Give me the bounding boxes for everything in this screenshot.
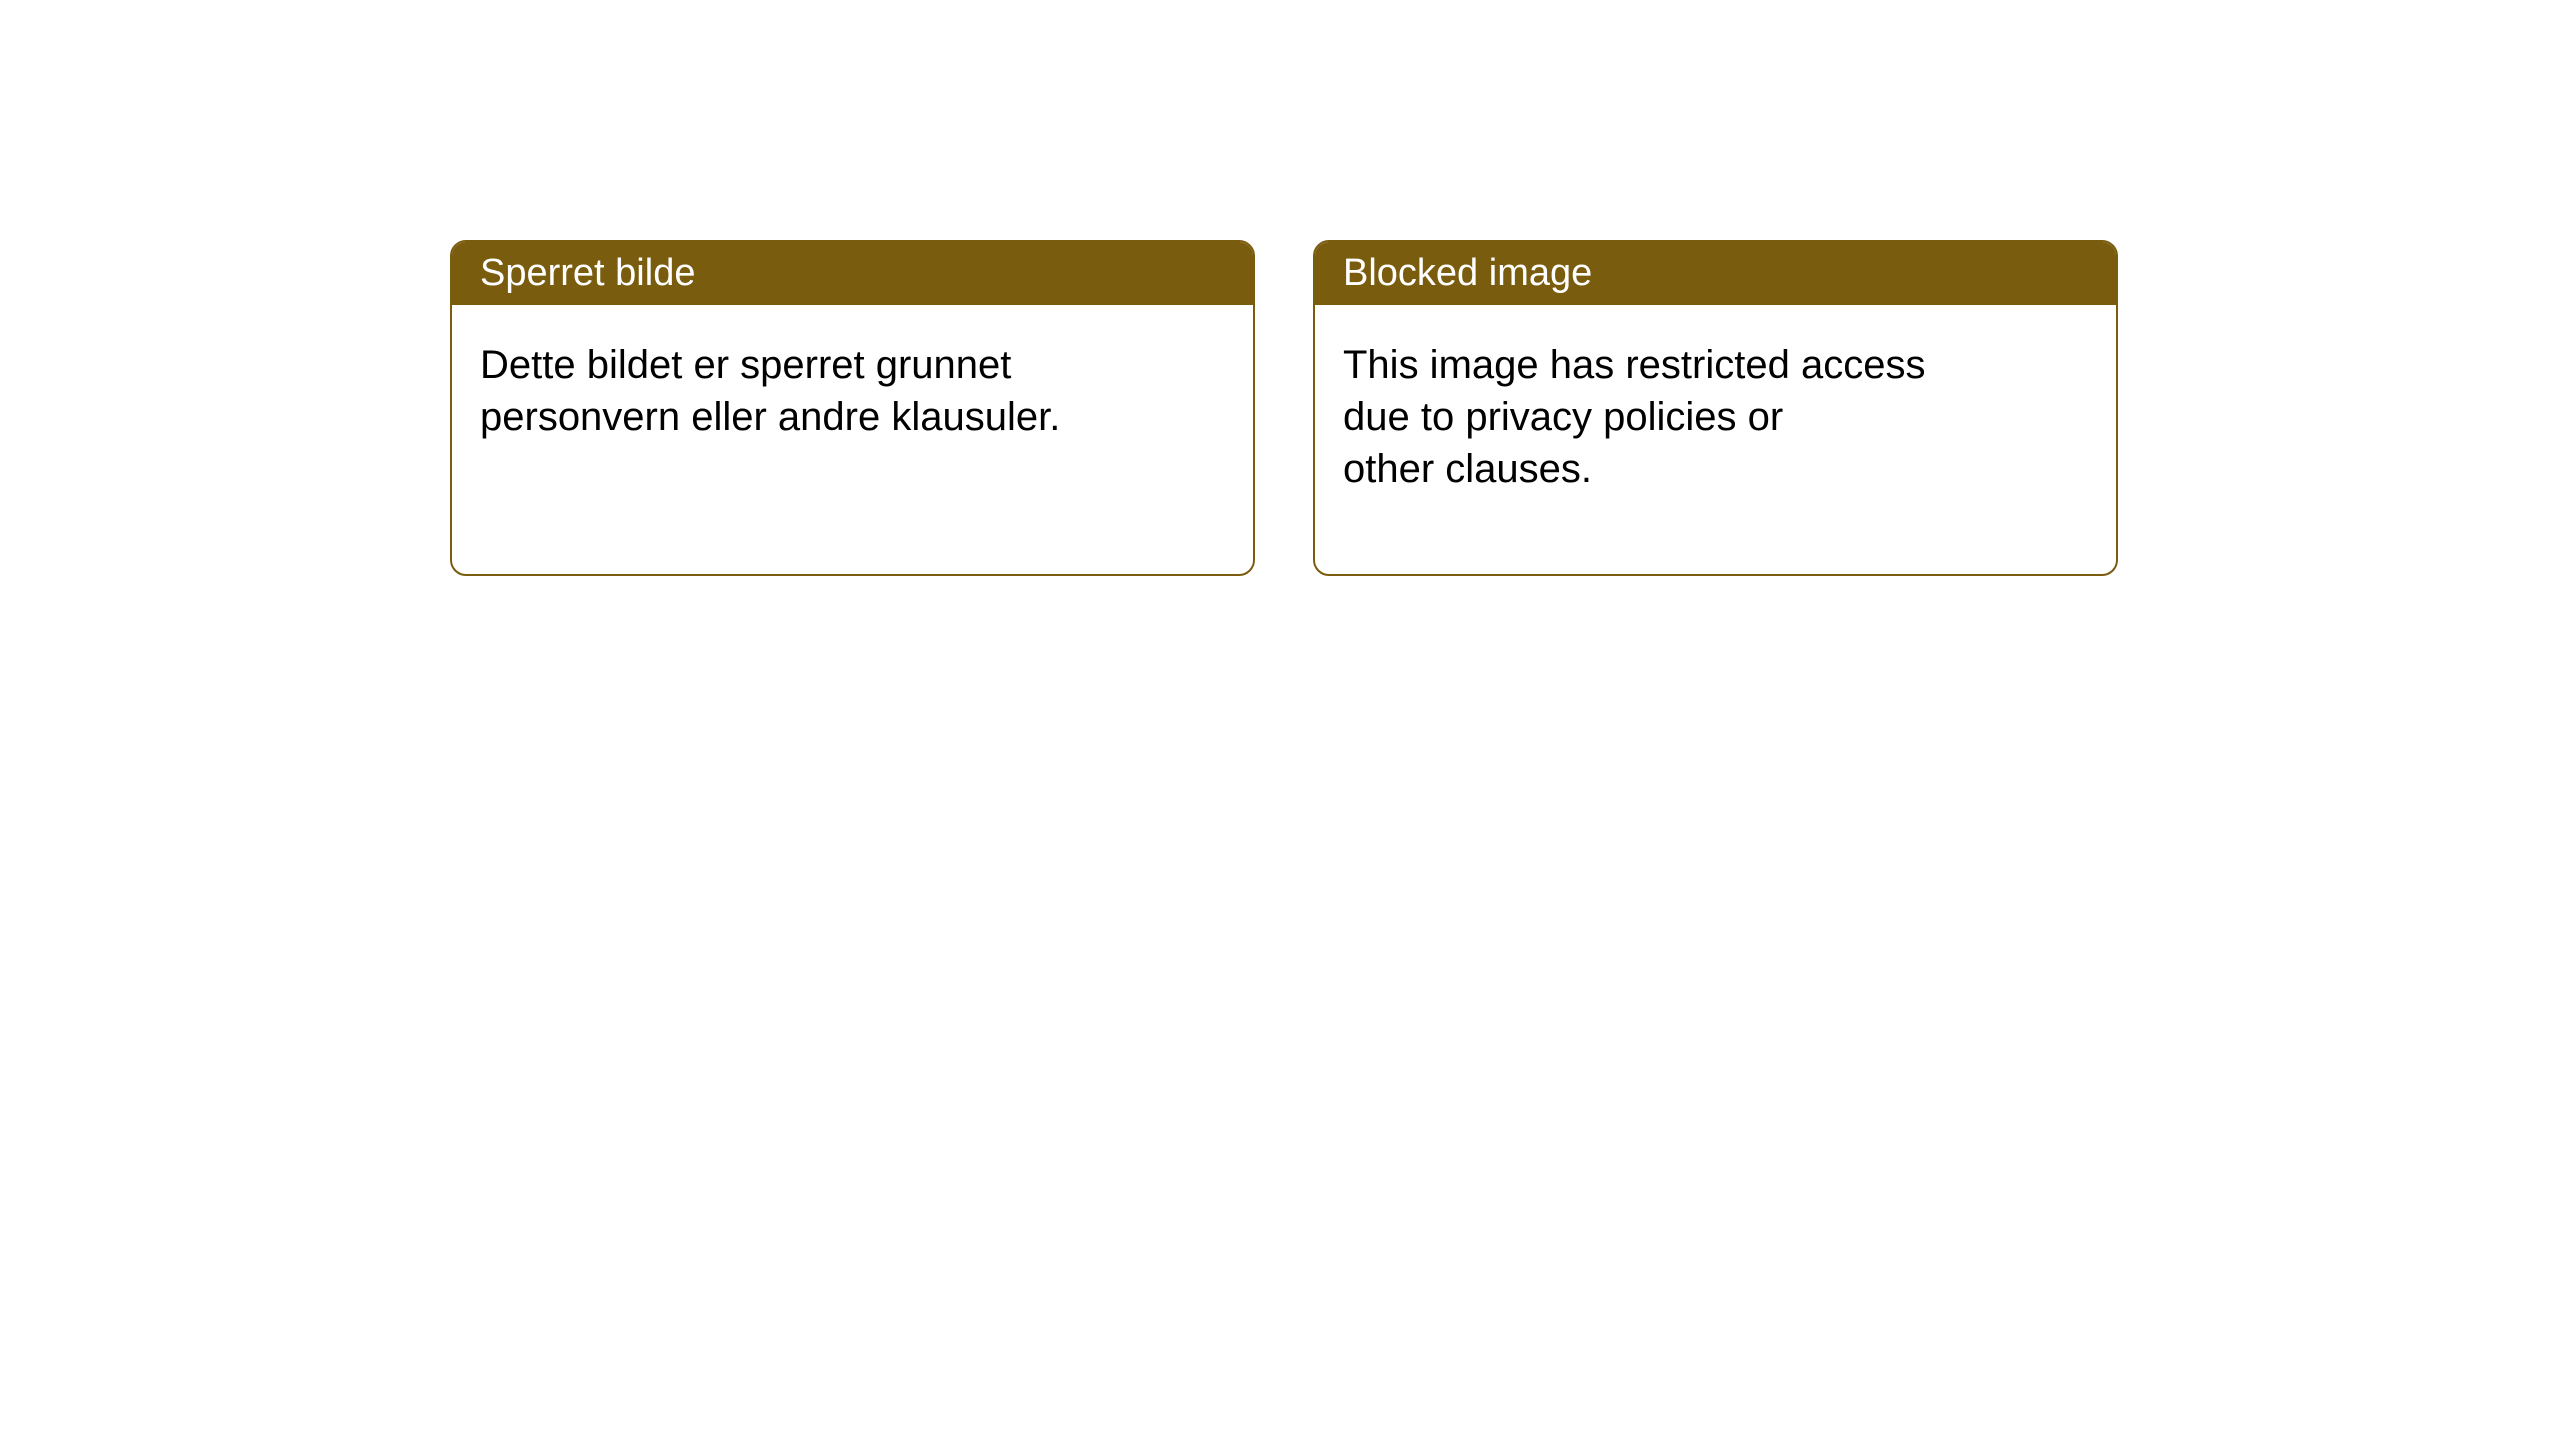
notice-body-norwegian: Dette bildet er sperret grunnet personve… — [452, 305, 1253, 477]
notice-header-norwegian: Sperret bilde — [452, 242, 1253, 305]
notice-container: Sperret bilde Dette bildet er sperret gr… — [0, 0, 2560, 576]
notice-body-english: This image has restricted access due to … — [1315, 305, 2116, 529]
notice-card-norwegian: Sperret bilde Dette bildet er sperret gr… — [450, 240, 1255, 576]
notice-header-english: Blocked image — [1315, 242, 2116, 305]
notice-card-english: Blocked image This image has restricted … — [1313, 240, 2118, 576]
